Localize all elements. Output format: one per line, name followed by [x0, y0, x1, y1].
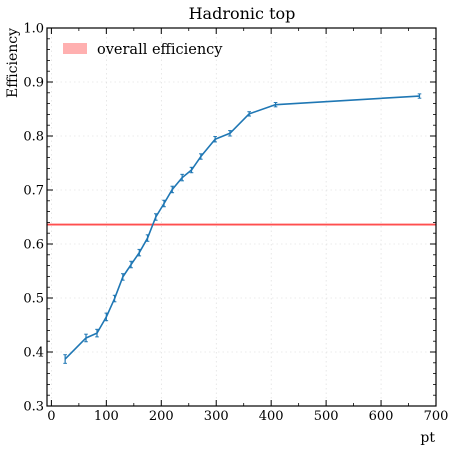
- chart-title: Hadronic top: [189, 4, 296, 23]
- y-tick-label: 0.8: [23, 130, 44, 145]
- efficiency-series-line: [65, 96, 419, 359]
- grid-lines: [47, 28, 436, 406]
- x-tick-label: 0: [47, 409, 55, 424]
- legend: overall efficiency: [63, 42, 223, 58]
- x-tick-label: 100: [94, 409, 119, 424]
- y-tick-label: 0.5: [23, 292, 44, 307]
- series-group: [63, 94, 421, 363]
- legend-label-overall-efficiency: overall efficiency: [97, 42, 223, 58]
- x-tick-label: 300: [204, 409, 229, 424]
- plot-frame: [47, 28, 436, 406]
- x-tick-label: 500: [314, 409, 339, 424]
- x-tick-label: 400: [259, 409, 284, 424]
- y-tick-label: 1.0: [23, 22, 44, 37]
- y-axis-label: Efficiency: [5, 28, 21, 98]
- x-tick-label: 200: [149, 409, 174, 424]
- legend-swatch-overall-efficiency: [63, 43, 87, 54]
- y-tick-label: 0.6: [23, 238, 44, 253]
- y-tick-label: 0.9: [23, 76, 44, 91]
- x-axis-label: pt: [420, 430, 435, 446]
- y-tick-label: 0.4: [23, 346, 44, 361]
- x-tick-label: 600: [369, 409, 394, 424]
- y-tick-label: 0.7: [23, 184, 44, 199]
- x-tick-label: 700: [424, 409, 449, 424]
- y-tick-label: 0.3: [23, 400, 44, 415]
- data-point: [63, 355, 67, 364]
